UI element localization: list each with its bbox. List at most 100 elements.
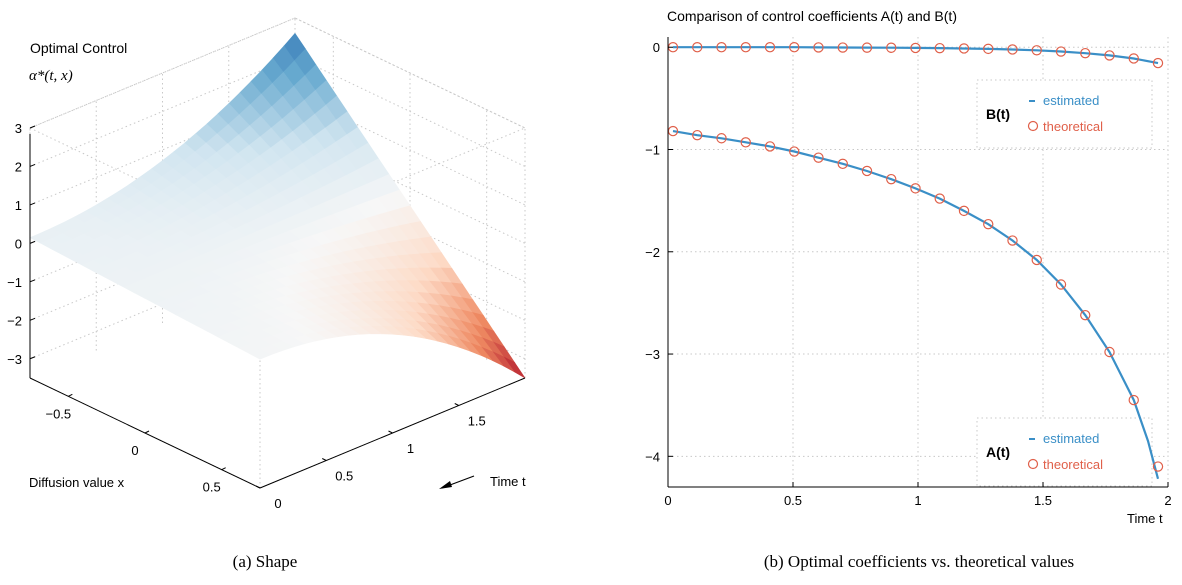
z-tick <box>29 240 36 244</box>
x-tick <box>144 430 150 434</box>
theoretical-point <box>1128 394 1139 406</box>
theoretical-point <box>813 152 824 163</box>
surface-tlabel: Time t <box>490 474 526 489</box>
z-tick-label: 0 <box>15 236 22 251</box>
theoretical-point <box>789 42 800 53</box>
surface-axes: 3 2 1 0 −1 −2 −3 −0.5 0 0.5 0 0.5 1 1.5 <box>7 121 526 511</box>
theoretical-point <box>934 42 945 54</box>
series <box>667 42 1164 480</box>
theoretical-point <box>716 42 727 53</box>
surface-zlabel: α*(t, x) <box>29 68 73 84</box>
box-edge <box>259 127 526 239</box>
legend-B(t): B(t) estimated theoretical <box>976 79 1153 149</box>
t-tick-label: 0.5 <box>335 469 353 484</box>
x-tick-label: 2 <box>1164 493 1171 508</box>
series-A(t) <box>667 125 1164 480</box>
surface-plot: 3 2 1 0 −1 −2 −3 −0.5 0 0.5 0 0.5 1 1.5 Optimal Contr… <box>7 17 526 511</box>
theoretical-point <box>789 146 800 157</box>
legend-estimated-label: estimated <box>1043 431 1099 446</box>
theoretical-point <box>1007 44 1018 55</box>
z-tick <box>29 202 36 206</box>
theoretical-point <box>740 42 751 53</box>
theoretical-point <box>764 42 776 53</box>
grid <box>668 37 1169 487</box>
x-tick <box>68 393 73 397</box>
t-tick <box>454 403 459 406</box>
legend-title: B(t) <box>986 106 1010 122</box>
axes: 0 0.5 1 1.5 2 0 −1 −2 −3 −4 <box>645 37 1172 508</box>
y-tick-label: −4 <box>645 449 660 464</box>
series-B(t) <box>667 42 1164 69</box>
time-arrow-icon <box>439 475 475 489</box>
legend-box <box>976 79 1153 149</box>
line-chart: Comparison of control coefficients A(t) … <box>645 8 1171 526</box>
z-tick <box>29 356 36 360</box>
theoretical-point <box>958 43 970 54</box>
x-tick-label: 0.5 <box>203 480 221 495</box>
x-tick-label: 1 <box>914 493 921 508</box>
y-tick-label: 0 <box>653 40 660 55</box>
caption-left: (a) Shape <box>233 552 298 571</box>
box-edge <box>29 17 296 129</box>
y-tick-label: −1 <box>645 143 660 158</box>
z-gridline <box>29 17 526 129</box>
y-tick-label: −2 <box>645 245 660 260</box>
x-tick-label: 0.5 <box>784 493 802 508</box>
surface-mesh <box>29 32 526 379</box>
theoretical-point <box>983 218 994 230</box>
theoretical-point <box>1031 254 1042 266</box>
t-tick <box>322 458 327 461</box>
legend-title: A(t) <box>986 444 1010 460</box>
legend-theoretical-label: theoretical <box>1043 457 1103 472</box>
z-tick <box>29 125 36 129</box>
theoretical-point <box>983 43 994 55</box>
z-tick-label: 2 <box>15 159 22 174</box>
line-chart-title: Comparison of control coefficients A(t) … <box>667 8 957 24</box>
surface-xlabel: Diffusion value x <box>29 475 125 490</box>
legend-theoretical-label: theoretical <box>1043 119 1103 134</box>
theoretical-point <box>886 173 897 185</box>
theoretical-point <box>861 42 873 53</box>
theoretical-point <box>692 129 703 141</box>
theoretical-point <box>1055 279 1067 290</box>
legend-marker-swatch <box>1027 458 1039 470</box>
theoretical-point <box>837 158 848 170</box>
theoretical-point <box>1007 235 1018 246</box>
theoretical-point <box>910 42 921 54</box>
theoretical-point <box>764 141 776 152</box>
t-tick-label: 0 <box>274 496 281 511</box>
theoretical-point <box>1128 53 1139 64</box>
x-tick-label: −0.5 <box>45 406 71 421</box>
z-gridline <box>29 55 526 167</box>
x-tick-label: 0 <box>131 443 138 458</box>
theoretical-point <box>861 165 873 177</box>
z-gridline <box>29 248 526 360</box>
z-tick-label: 1 <box>15 198 22 213</box>
legend-A(t): A(t) estimated theoretical <box>976 417 1153 487</box>
theoretical-point <box>934 193 945 204</box>
t-tick <box>388 430 393 434</box>
z-gridline <box>29 94 526 206</box>
x-tick-label: 0 <box>664 493 671 508</box>
legend-box <box>976 417 1153 487</box>
surface-patch <box>248 348 272 360</box>
legend-marker-swatch <box>1027 120 1039 132</box>
z-tick <box>29 279 36 283</box>
theoretical-point <box>886 42 897 53</box>
caption-right: (b) Optimal coefficients vs. theoretical… <box>764 552 1074 571</box>
z-tick <box>29 163 36 167</box>
x-tick-label: 1.5 <box>1034 493 1052 508</box>
surface-title: Optimal Control <box>30 40 127 56</box>
estimated-line <box>672 130 1160 480</box>
z-tick-label: 3 <box>15 121 22 136</box>
theoretical-point <box>958 205 970 217</box>
theoretical-point <box>1031 45 1042 56</box>
theoretical-point <box>813 42 824 53</box>
theoretical-point <box>692 42 703 53</box>
theoretical-point <box>1152 57 1164 69</box>
theoretical-point <box>837 42 848 53</box>
t-tick-label: 1 <box>407 441 414 456</box>
z-tick <box>29 317 36 321</box>
estimated-line <box>673 46 1159 65</box>
